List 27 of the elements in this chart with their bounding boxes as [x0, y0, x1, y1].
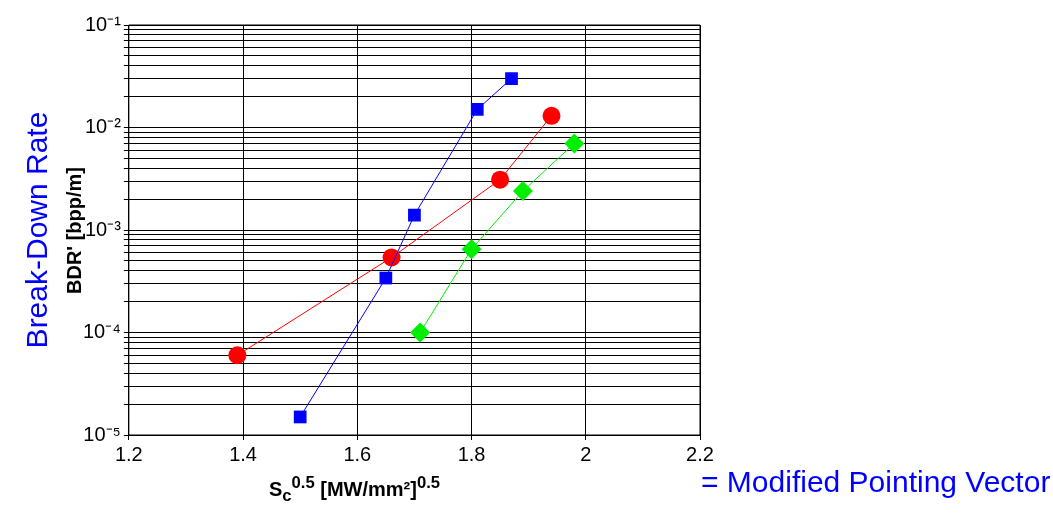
- point: [542, 106, 561, 125]
- y-tick-label: 10⁻⁴: [83, 320, 121, 343]
- x-axis-title: S$_{c}$$^{0.5}$ [MW/mm²]$^{0.5}$: [268, 473, 441, 506]
- y-tick-label: 10⁻³: [84, 217, 122, 240]
- text: Break-Down Rate: [19, 111, 54, 349]
- x-tick-label: 1.4: [229, 442, 257, 465]
- x-tick-label: 2.2: [686, 442, 714, 465]
- point: [293, 410, 307, 424]
- y-axis-title: BDR' [bpp/m]: [62, 166, 86, 294]
- x-tick-label: 1.6: [343, 442, 372, 465]
- point: [379, 271, 393, 285]
- point: [408, 208, 421, 222]
- point: [564, 133, 585, 154]
- point: [410, 322, 431, 343]
- y-tick-label: 10⁻⁵: [83, 422, 121, 445]
- y-tick-label: 10⁻¹: [84, 12, 122, 35]
- x-tick-label: 2: [580, 442, 592, 465]
- point: [512, 181, 533, 202]
- x-tick-label: 1.2: [114, 442, 143, 465]
- point: [228, 346, 247, 365]
- point: [505, 72, 518, 85]
- x-tick-label: 1.8: [457, 442, 486, 465]
- point: [491, 170, 510, 189]
- point: [470, 103, 484, 116]
- point: [461, 239, 482, 260]
- y-tick-label: 10⁻²: [84, 115, 122, 138]
- text: = Modified Pointing Vector: [701, 465, 1051, 499]
